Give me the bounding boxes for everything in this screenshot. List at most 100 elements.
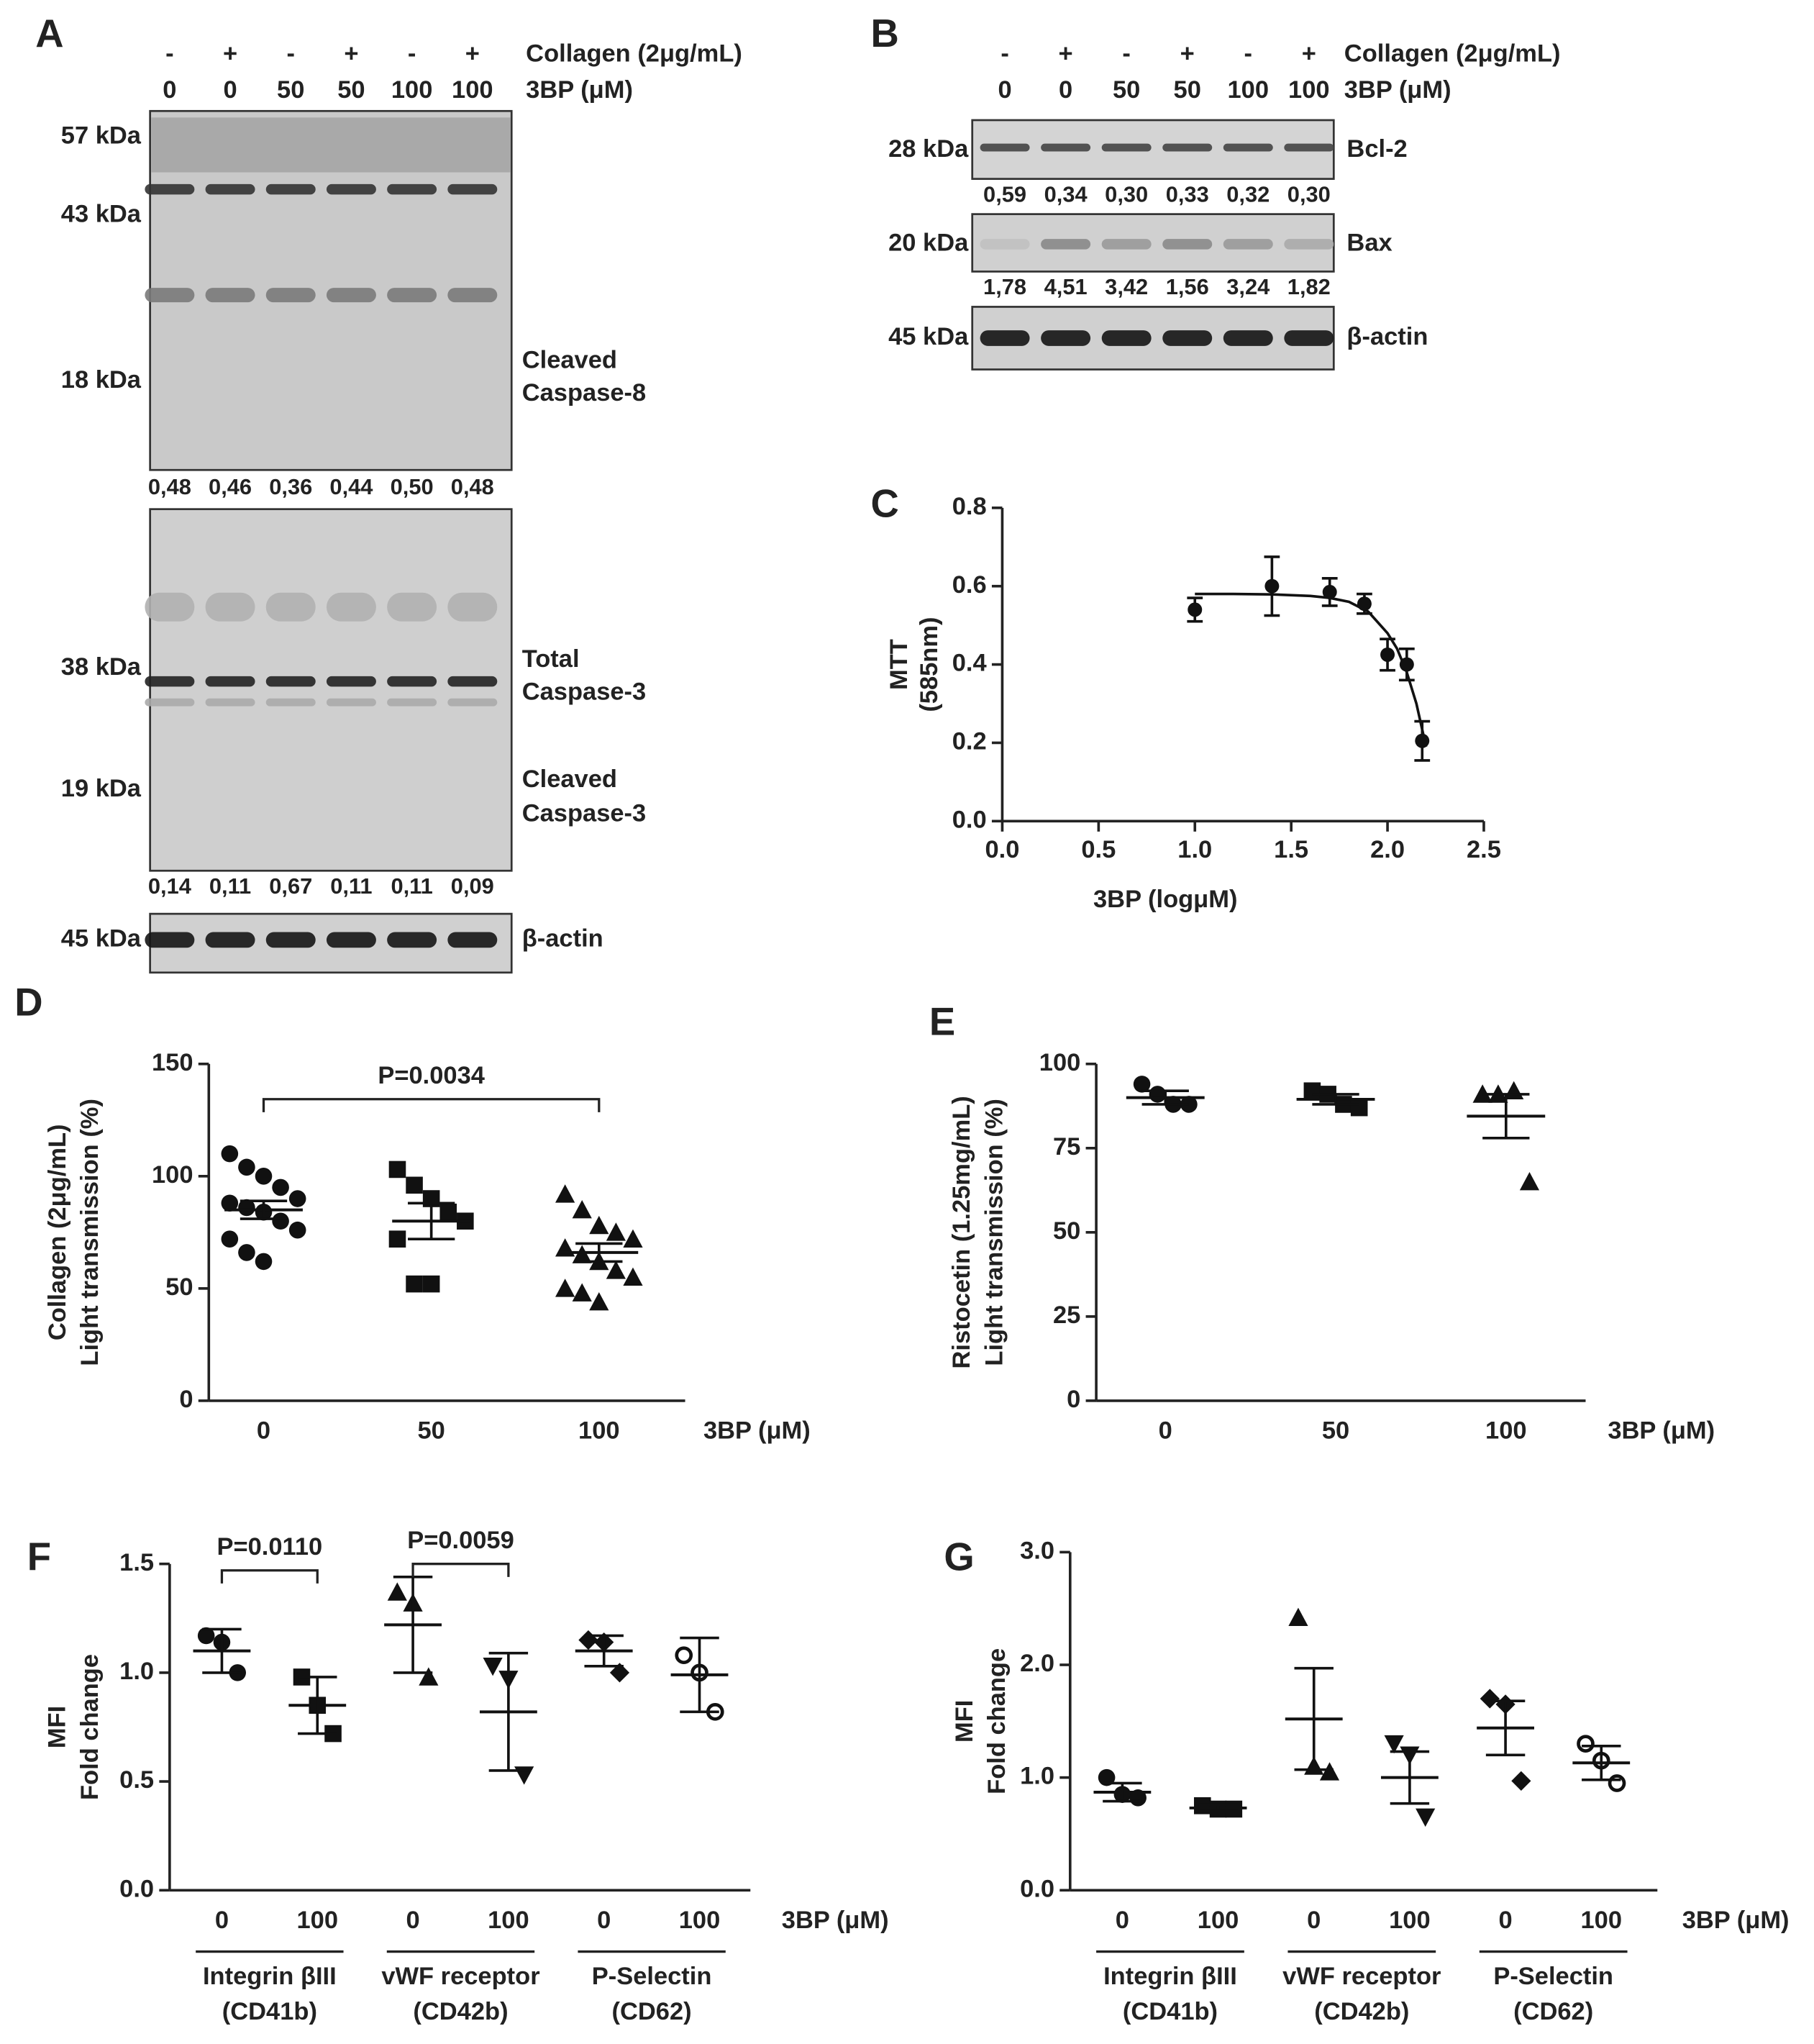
band xyxy=(387,183,437,195)
point xyxy=(1415,733,1430,748)
group-label: (CD62) xyxy=(612,1998,692,2025)
band xyxy=(447,183,498,195)
point xyxy=(1350,1099,1368,1117)
point xyxy=(272,1178,289,1196)
y-tick-label: 1.0 xyxy=(119,1658,154,1685)
point xyxy=(1480,1689,1500,1709)
p-value: P=0.0059 xyxy=(407,1527,514,1554)
point xyxy=(238,1199,255,1217)
point xyxy=(1188,602,1203,617)
band xyxy=(205,183,255,195)
band xyxy=(326,676,376,687)
y-axis-label: Collagen (2μg/mL) xyxy=(44,1124,71,1340)
band xyxy=(265,698,316,707)
band xyxy=(1101,239,1152,250)
collagen-sign: - xyxy=(165,40,173,67)
band xyxy=(145,592,195,622)
band xyxy=(265,288,316,303)
point xyxy=(1380,647,1395,662)
mw-marker: 45 kDa xyxy=(888,323,969,350)
row-label: Collagen (2μg/mL) xyxy=(526,40,742,67)
row-label: Collagen (2μg/mL) xyxy=(1344,40,1561,67)
x-axis-label: 3BP (μM) xyxy=(1608,1417,1715,1445)
densitometry: 0,50 xyxy=(391,474,434,499)
p-value: P=0.0110 xyxy=(217,1533,323,1561)
group-label: (CD42b) xyxy=(1314,1998,1409,2025)
collagen-sign: + xyxy=(1302,40,1316,67)
x-tick-label: 0 xyxy=(1307,1907,1321,1934)
bp-dose: 100 xyxy=(452,76,493,104)
protein-label: β-actin xyxy=(1346,323,1428,350)
band xyxy=(387,592,437,622)
point xyxy=(609,1663,630,1683)
panel-letter: B xyxy=(870,12,898,55)
point xyxy=(221,1194,239,1212)
band xyxy=(326,592,376,622)
point xyxy=(288,1190,306,1207)
band xyxy=(447,698,498,707)
point xyxy=(1133,1076,1151,1093)
x-tick-label: 2.5 xyxy=(1467,836,1501,863)
x-tick-label: 1.0 xyxy=(1177,836,1212,863)
densitometry: 1,82 xyxy=(1287,274,1331,299)
band xyxy=(1041,330,1091,346)
protein-label: β-actin xyxy=(522,925,603,953)
x-axis-label: 3BP (μM) xyxy=(782,1907,889,1934)
densitometry: 1,56 xyxy=(1166,274,1209,299)
point xyxy=(1098,1768,1116,1786)
mw-marker: 57 kDa xyxy=(61,122,142,150)
group-label: vWF receptor xyxy=(381,1963,539,1990)
densitometry: 0,09 xyxy=(451,873,494,899)
y-axis-label: Light transmission (%) xyxy=(980,1099,1008,1366)
band xyxy=(1101,143,1152,152)
group-label: (CD41b) xyxy=(1123,1998,1218,2025)
point xyxy=(1322,584,1337,599)
band xyxy=(205,288,255,303)
collagen-sign: - xyxy=(408,40,416,67)
point xyxy=(388,1230,406,1248)
band xyxy=(1101,330,1152,346)
band xyxy=(205,698,255,707)
point xyxy=(419,1667,439,1686)
collagen-sign: - xyxy=(1244,40,1252,67)
protein-label: Total xyxy=(522,645,580,673)
point xyxy=(1577,1735,1595,1753)
y-axis-label: Fold change xyxy=(76,1654,104,1800)
band xyxy=(447,592,498,622)
band xyxy=(447,676,498,687)
collagen-sign: + xyxy=(465,40,480,67)
x-axis-label: 3BP (logμM) xyxy=(1093,886,1237,913)
bp-dose: 100 xyxy=(1288,76,1330,104)
group-label: Integrin βIII xyxy=(1103,1963,1237,1990)
band xyxy=(387,676,437,687)
point xyxy=(1519,1172,1540,1191)
point xyxy=(675,1646,693,1665)
group-label: (CD41b) xyxy=(222,1998,317,2025)
y-tick-label: 75 xyxy=(1053,1133,1080,1160)
x-tick-label: 0.5 xyxy=(1081,836,1116,863)
point xyxy=(572,1283,592,1302)
group-label: vWF receptor xyxy=(1282,1963,1441,1990)
blot xyxy=(971,213,1335,273)
point xyxy=(439,1203,457,1221)
point xyxy=(197,1627,215,1645)
x-tick-label: 100 xyxy=(679,1907,721,1934)
point xyxy=(606,1222,626,1241)
y-tick-label: 0.2 xyxy=(952,728,987,755)
point xyxy=(255,1253,273,1271)
densitometry: 0,11 xyxy=(391,873,432,899)
collagen-sign: - xyxy=(287,40,295,67)
point xyxy=(406,1275,423,1293)
panel-letter: G xyxy=(944,1535,974,1579)
group-label: Integrin βIII xyxy=(203,1963,337,1990)
y-axis-label: Ristocetin (1.25mg/mL) xyxy=(948,1096,975,1368)
point xyxy=(1149,1086,1167,1103)
densitometry: 0,30 xyxy=(1287,181,1331,206)
band xyxy=(326,183,376,195)
x-tick-label: 100 xyxy=(1580,1907,1622,1934)
point xyxy=(578,1630,598,1650)
band xyxy=(145,288,195,303)
collagen-sign: - xyxy=(1122,40,1130,67)
x-tick-label: 100 xyxy=(578,1417,620,1445)
